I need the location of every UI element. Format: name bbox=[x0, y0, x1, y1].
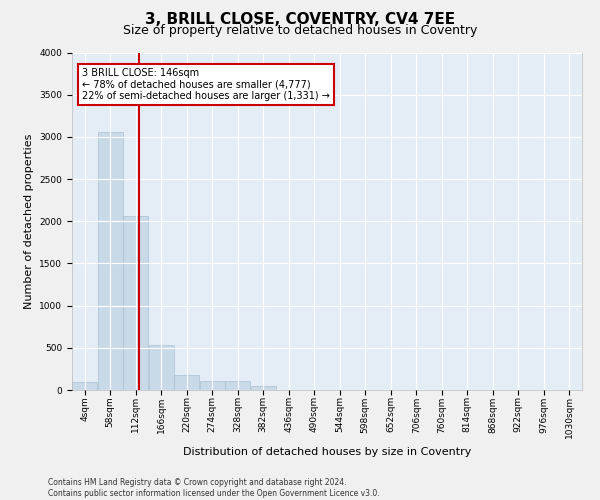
Text: 3, BRILL CLOSE, COVENTRY, CV4 7EE: 3, BRILL CLOSE, COVENTRY, CV4 7EE bbox=[145, 12, 455, 28]
X-axis label: Distribution of detached houses by size in Coventry: Distribution of detached houses by size … bbox=[183, 446, 471, 456]
Text: 3 BRILL CLOSE: 146sqm
← 78% of detached houses are smaller (4,777)
22% of semi-d: 3 BRILL CLOSE: 146sqm ← 78% of detached … bbox=[82, 68, 330, 101]
Y-axis label: Number of detached properties: Number of detached properties bbox=[24, 134, 34, 309]
Bar bbox=[200, 380, 225, 390]
Bar bbox=[98, 132, 123, 390]
Bar bbox=[72, 382, 97, 390]
Text: Contains HM Land Registry data © Crown copyright and database right 2024.
Contai: Contains HM Land Registry data © Crown c… bbox=[48, 478, 380, 498]
Bar bbox=[251, 386, 276, 390]
Bar bbox=[174, 375, 199, 390]
Text: Size of property relative to detached houses in Coventry: Size of property relative to detached ho… bbox=[123, 24, 477, 37]
Bar bbox=[123, 216, 148, 390]
Bar bbox=[149, 346, 174, 390]
Bar bbox=[225, 380, 250, 390]
